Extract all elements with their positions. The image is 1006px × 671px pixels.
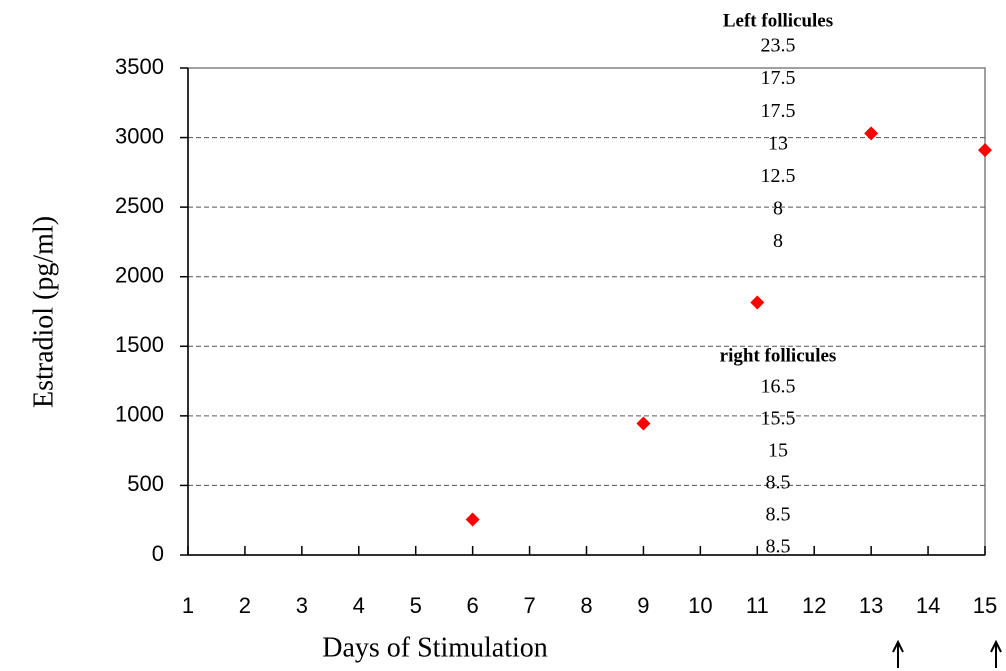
arrows (892, 639, 1002, 668)
x-tick-label: 14 (916, 593, 940, 618)
annotation-value: 8.5 (766, 472, 791, 494)
x-tick-label: 8 (580, 593, 592, 618)
data-point (864, 126, 879, 141)
annotation-value: 13 (768, 132, 788, 154)
arrow-head (892, 639, 904, 653)
annotation-title: right follicules (720, 345, 837, 366)
data-point (636, 416, 651, 431)
annotation-value: 8.5 (766, 536, 791, 558)
x-tick-label: 4 (353, 593, 365, 618)
x-tick-label: 9 (637, 593, 649, 618)
annotation-value: 23.5 (761, 35, 796, 57)
annotation-value: 8 (773, 230, 783, 252)
data-point (750, 295, 765, 310)
x-tick-label: 7 (523, 593, 535, 618)
annotation-value: 15.5 (761, 408, 796, 430)
annotation-title: Left follicules (723, 10, 833, 31)
data-point (978, 143, 992, 158)
y-tick-label: 1000 (115, 402, 164, 427)
x-tick-label: 11 (746, 593, 769, 618)
x-tick-label: 15 (973, 593, 997, 618)
y-tick-label: 2500 (115, 193, 164, 218)
plot-border (187, 67, 986, 556)
data-point (465, 512, 480, 527)
annotation-value: 12.5 (761, 165, 796, 187)
y-tick-label: 2000 (115, 263, 164, 288)
x-axis-title: Days of Stimulation (322, 632, 548, 663)
y-axis-title: Estradiol (pg/ml) (28, 216, 59, 408)
x-tick-label: 12 (802, 593, 826, 618)
annotation-value: 15 (768, 440, 788, 462)
x-tick-label: 2 (239, 593, 251, 618)
x-tick-label: 5 (410, 593, 422, 618)
annotation-value: 17.5 (761, 67, 796, 89)
x-tick-label: 3 (296, 593, 308, 618)
x-tick-label: 10 (688, 593, 712, 618)
annotation-value: 8 (773, 198, 783, 220)
y-tick-label: 1500 (115, 332, 164, 357)
x-tick-label: 6 (467, 593, 479, 618)
y-tick-label: 0 (152, 541, 164, 566)
y-tick-label: 3000 (115, 123, 164, 148)
arrow-head (990, 639, 1002, 653)
x-tick-label: 1 (182, 593, 194, 618)
annotation-value: 16.5 (761, 376, 796, 398)
y-tick-label: 3500 (115, 54, 164, 79)
annotation-value: 17.5 (761, 100, 796, 122)
x-tick-label: 13 (859, 593, 883, 618)
annotation-value: 8.5 (766, 504, 791, 526)
y-tick-label: 500 (127, 471, 164, 496)
